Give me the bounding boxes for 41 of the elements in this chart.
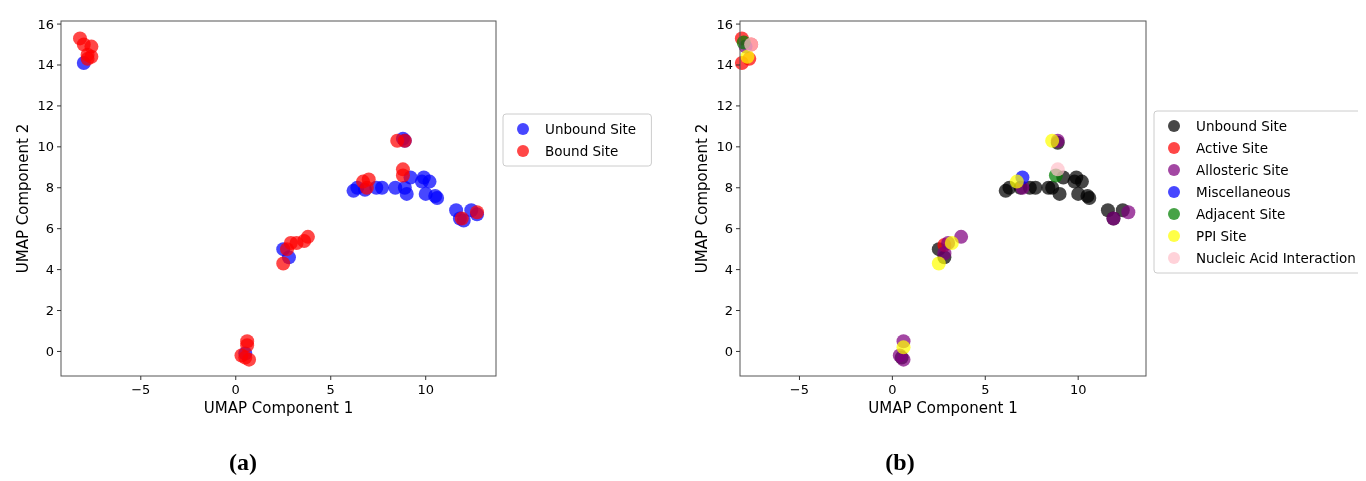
text: (a) [229, 449, 257, 475]
x-tick-label: 5 [326, 382, 335, 397]
y-tick-label: 2 [724, 303, 733, 319]
x-axis-title: UMAP Component 1 [868, 399, 1018, 417]
x-tick-label: −5 [789, 382, 810, 397]
legend-label: Nucleic Acid Interaction [1196, 250, 1356, 266]
x-tick-label: 10 [1069, 382, 1087, 397]
y-tick-label: 14 [37, 57, 54, 73]
y-tick-label: 6 [724, 221, 733, 237]
legend-label: Unbound Site [545, 121, 637, 137]
y-axis-title: UMAP Component 2 [693, 123, 711, 274]
y-tick-label: 4 [724, 262, 733, 278]
x-tick-label: 0 [231, 382, 240, 397]
legend-label: Miscellaneous [1196, 184, 1291, 200]
y-tick-label: 10 [37, 139, 54, 155]
y-tick-label: 4 [45, 262, 54, 278]
y-tick-label: 12 [37, 98, 54, 114]
y-tick-label: 10 [716, 139, 733, 155]
y-tick-label: 0 [724, 343, 733, 359]
legend-label: Active Site [1196, 140, 1268, 156]
legend-label: Bound Site [545, 143, 619, 159]
legend-label: PPI Site [1196, 228, 1247, 244]
legend-label: Unbound Site [1196, 118, 1288, 134]
y-tick-label: 8 [724, 180, 733, 196]
y-tick-label: 0 [45, 343, 54, 359]
y-tick-label: 16 [716, 16, 733, 32]
y-tick-label: 6 [45, 221, 54, 237]
y-tick-label: 12 [716, 98, 733, 114]
x-axis-title: UMAP Component 1 [203, 399, 354, 417]
x-tick-label: 0 [888, 382, 897, 397]
y-tick-label: 2 [45, 303, 54, 319]
y-tick-label: 16 [37, 16, 54, 32]
text: (b) [885, 449, 915, 475]
x-tick-label: 5 [981, 382, 990, 397]
y-tick-label: 14 [716, 57, 733, 73]
y-tick-label: 8 [45, 180, 54, 196]
x-tick-label: 10 [417, 382, 434, 397]
legend-label: Allosteric Site [1196, 162, 1289, 178]
legend-label: Adjacent Site [1196, 206, 1286, 222]
y-axis-title: UMAP Component 2 [14, 123, 32, 274]
x-tick-label: −5 [131, 382, 151, 397]
